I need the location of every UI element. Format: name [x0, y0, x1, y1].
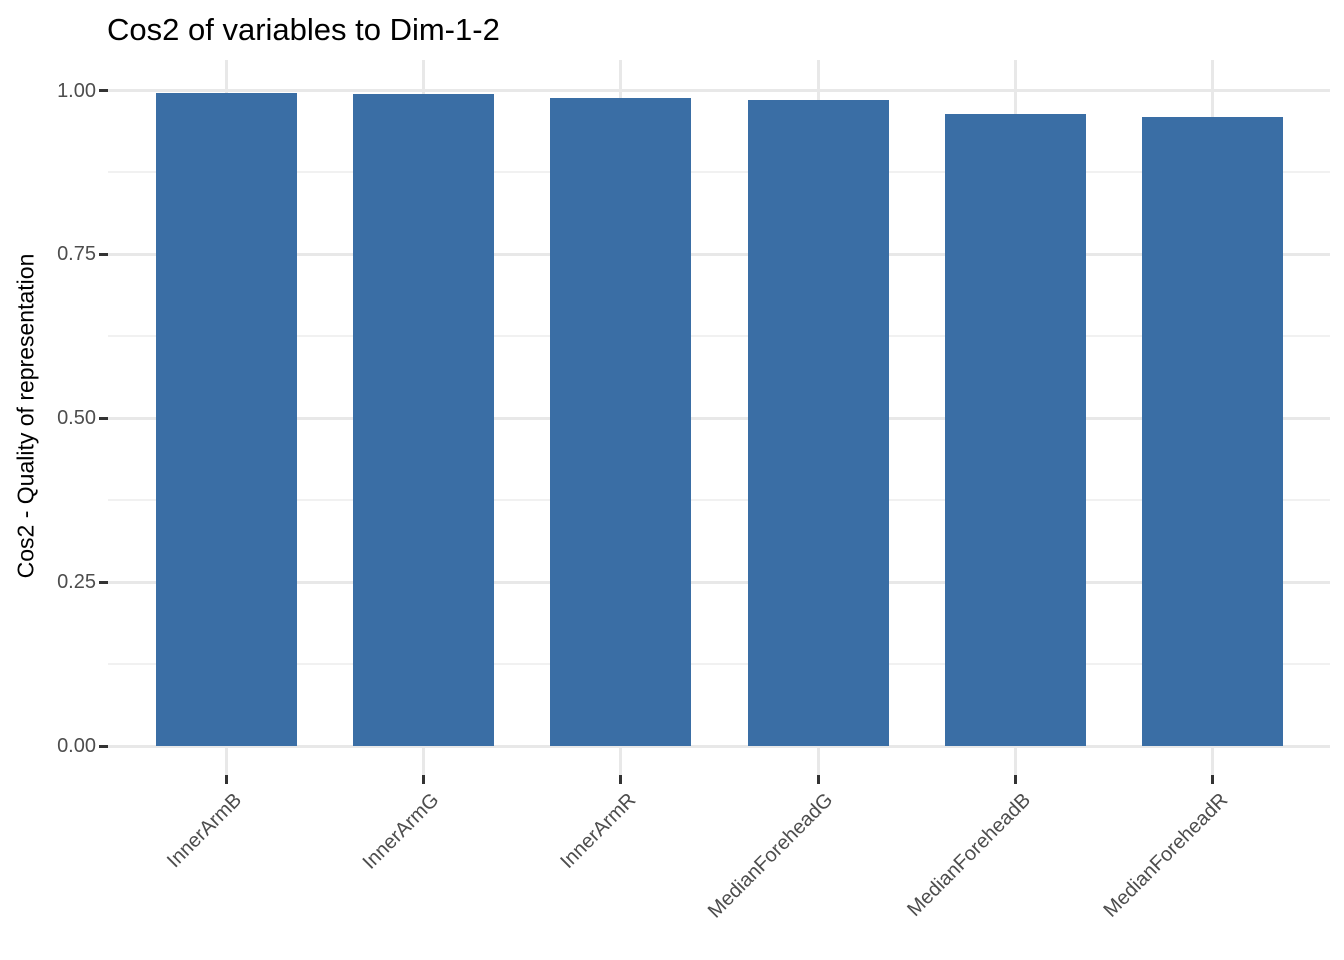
- gridline-major-horizontal: [108, 580, 1330, 584]
- y-axis-tick: [99, 89, 108, 92]
- y-axis-tick-label: 0.50: [57, 407, 96, 430]
- gridline-major-horizontal: [108, 416, 1330, 420]
- plot-panel: [108, 60, 1330, 775]
- x-axis-tick: [619, 775, 623, 784]
- x-axis-tick-label: MedianForeheadB: [903, 789, 1036, 921]
- x-axis-tick-label: InnerArmG: [358, 789, 444, 874]
- bar-MedianForeheadG: [747, 100, 889, 746]
- y-axis-tick-label: 0.00: [57, 735, 96, 757]
- gridline-major-horizontal: [108, 744, 1330, 748]
- gridline-major-horizontal: [108, 89, 1330, 92]
- x-axis-tick: [224, 775, 228, 784]
- chart-title: Cos2 of variables to Dim-1-2: [107, 12, 500, 47]
- gridline-minor-horizontal: [108, 335, 1330, 338]
- y-axis-tick: [99, 416, 108, 420]
- x-axis-tick: [816, 775, 820, 784]
- gridline-minor-horizontal: [108, 499, 1330, 502]
- bar-MedianForeheadB: [945, 114, 1086, 746]
- x-axis-tick-label: MedianForeheadG: [704, 789, 838, 923]
- x-axis-tick-label: InnerArmB: [162, 789, 246, 873]
- gridline-major-horizontal: [108, 252, 1330, 256]
- y-axis-tick-label: 0.75: [57, 243, 96, 266]
- y-axis-tick-label: 0.25: [57, 571, 96, 594]
- bar-InnerArmG: [353, 94, 495, 746]
- x-axis-tick: [1211, 775, 1215, 784]
- y-axis-tick: [99, 580, 108, 584]
- x-axis-tick: [1014, 775, 1017, 784]
- y-axis-tick: [99, 252, 108, 256]
- y-axis-tick: [99, 744, 108, 748]
- x-axis-tick: [422, 775, 426, 784]
- gridline-minor-horizontal: [108, 171, 1330, 174]
- x-axis-tick-label: InnerArmR: [556, 789, 641, 873]
- bar-MedianForeheadR: [1142, 116, 1284, 746]
- y-axis-tick-label: 1.00: [57, 79, 96, 102]
- x-axis-tick-label: MedianForeheadR: [1099, 789, 1233, 922]
- bar-InnerArmB: [155, 93, 297, 746]
- gridline-minor-horizontal: [108, 663, 1330, 666]
- bar-InnerArmR: [550, 98, 692, 746]
